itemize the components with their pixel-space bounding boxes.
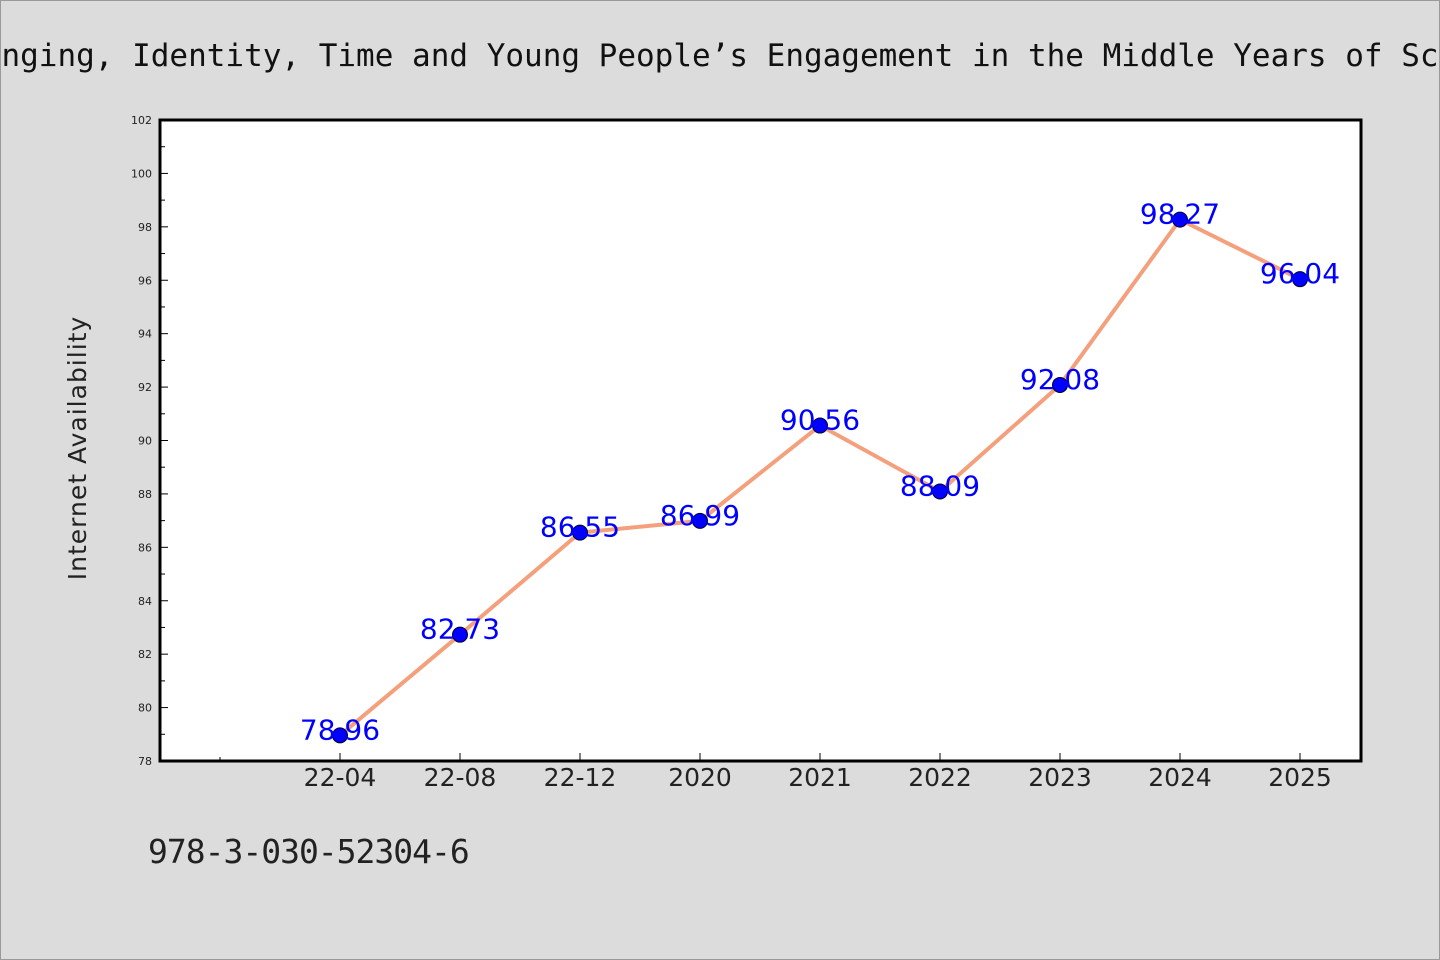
data-label: 86.55 — [540, 511, 620, 544]
x-tick-label: 2022 — [908, 763, 972, 792]
y-tick-label: 84 — [138, 595, 152, 608]
data-point — [452, 626, 468, 643]
y-tick-label: 102 — [131, 114, 152, 127]
y-tick-label: 100 — [131, 167, 152, 180]
data-point — [572, 524, 588, 541]
data-point — [1292, 271, 1308, 288]
data-point — [1052, 376, 1068, 393]
data-label: 88.09 — [900, 470, 980, 503]
plot-area — [158, 118, 1363, 763]
x-tick-label: 2021 — [788, 763, 852, 792]
x-tick-label: 22-08 — [424, 763, 497, 792]
x-tick-label: 2023 — [1028, 763, 1092, 792]
data-label: 90.56 — [780, 404, 860, 437]
data-label: 86.99 — [660, 499, 740, 532]
data-label: 82.73 — [420, 613, 500, 646]
data-point — [692, 512, 708, 529]
x-axis: 22-04 22-08 22-12 2020 2021 2022 2023 2024 2025 — [219, 753, 1332, 792]
data-label-group: 78.96 82.73 86.55 86.99 90.56 88.09 92.08 98.27… — [300, 198, 1340, 747]
y-tick-label: 80 — [138, 702, 152, 715]
y-tick-label: 96 — [138, 274, 152, 287]
data-point — [332, 727, 348, 744]
y-axis: 78 80 82 84 86 88 90 92 94 96 98 100 102 — [131, 114, 168, 768]
y-tick-label: 78 — [138, 755, 152, 768]
data-label: 78.96 — [300, 713, 380, 746]
x-tick-label: 2020 — [668, 763, 732, 792]
x-tick-label: 22-04 — [304, 763, 377, 792]
y-tick-label: 92 — [138, 381, 152, 394]
y-tick-label: 88 — [138, 488, 152, 501]
x-tick-label: 22-12 — [544, 763, 617, 792]
chart-title: Belonging, Identity, Time and Young Peop… — [0, 38, 1440, 74]
y-axis-label: Internet Availability — [63, 316, 92, 580]
x-tick-label: 2025 — [1268, 763, 1332, 792]
data-label: 92.08 — [1020, 363, 1100, 396]
data-label: 96.04 — [1260, 257, 1340, 290]
y-tick-label: 94 — [138, 328, 152, 341]
y-tick-label: 90 — [138, 435, 152, 448]
y-tick-label: 98 — [138, 221, 152, 234]
y-tick-label: 82 — [138, 648, 152, 661]
y-tick-label: 86 — [138, 541, 152, 554]
isbn-text: 978-3-030-52304-6 — [148, 832, 470, 871]
data-point — [932, 483, 948, 500]
x-tick-label: 2024 — [1148, 763, 1212, 792]
data-point — [1172, 211, 1188, 228]
data-label: 98.27 — [1140, 198, 1220, 231]
series-line-group — [332, 211, 1308, 744]
data-point — [812, 417, 828, 434]
